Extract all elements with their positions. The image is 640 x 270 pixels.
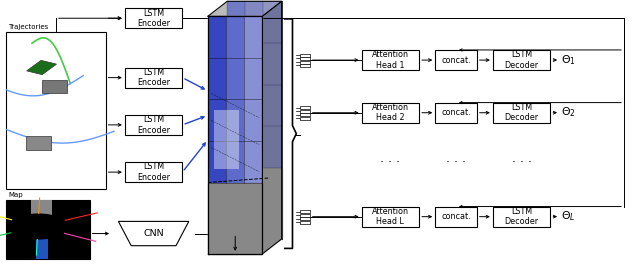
Bar: [27, 60, 56, 75]
Bar: [300, 221, 310, 224]
Text: LSTM
Encoder: LSTM Encoder: [137, 68, 170, 87]
Bar: [227, 1, 245, 168]
Bar: [300, 106, 310, 109]
Polygon shape: [262, 1, 282, 254]
Text: LSTM
Decoder: LSTM Decoder: [504, 50, 539, 70]
Bar: [300, 53, 310, 56]
Bar: [493, 103, 550, 123]
Text: $\Theta_2$: $\Theta_2$: [561, 106, 576, 120]
Text: · · ·: · · ·: [380, 156, 401, 168]
Bar: [42, 80, 67, 93]
Text: LSTM
Encoder: LSTM Encoder: [137, 9, 170, 28]
Text: concat.: concat.: [441, 108, 471, 117]
Bar: [48, 200, 90, 259]
Bar: [6, 200, 90, 259]
Text: CNN: CNN: [143, 229, 164, 238]
Bar: [435, 103, 477, 123]
Bar: [300, 214, 310, 217]
Text: · · ·: · · ·: [511, 156, 532, 168]
Bar: [435, 207, 477, 227]
Text: $\Theta_1$: $\Theta_1$: [561, 53, 576, 67]
Bar: [362, 207, 419, 227]
Polygon shape: [118, 221, 189, 246]
Bar: [7, 200, 89, 259]
Bar: [362, 103, 419, 123]
Bar: [493, 50, 550, 70]
Text: LSTM
Encoder: LSTM Encoder: [137, 115, 170, 134]
Polygon shape: [208, 183, 262, 254]
Bar: [125, 68, 182, 88]
Bar: [6, 32, 106, 189]
Text: Trajectories: Trajectories: [8, 24, 49, 30]
Bar: [31, 200, 52, 224]
Text: LSTM
Decoder: LSTM Decoder: [504, 207, 539, 226]
Text: Attention
Head 2: Attention Head 2: [372, 103, 409, 122]
Text: Attention
Head L: Attention Head L: [372, 207, 409, 226]
Bar: [300, 210, 310, 213]
Bar: [208, 16, 226, 183]
Circle shape: [7, 214, 69, 239]
Bar: [300, 117, 310, 120]
Bar: [493, 207, 550, 227]
Bar: [214, 110, 239, 169]
Bar: [245, 1, 264, 168]
Text: LSTM
Encoder: LSTM Encoder: [137, 163, 170, 182]
Bar: [300, 60, 310, 64]
Bar: [264, 1, 282, 168]
Bar: [300, 110, 310, 113]
Bar: [125, 162, 182, 182]
Bar: [300, 64, 310, 67]
Polygon shape: [208, 16, 262, 183]
Text: LSTM
Decoder: LSTM Decoder: [504, 103, 539, 122]
Bar: [7, 200, 36, 259]
Text: concat.: concat.: [441, 212, 471, 221]
Text: concat.: concat.: [441, 56, 471, 65]
Bar: [435, 50, 477, 70]
Text: $\Theta_L$: $\Theta_L$: [561, 210, 576, 224]
Bar: [125, 8, 182, 28]
Bar: [300, 57, 310, 60]
Text: Map: Map: [8, 193, 23, 198]
Polygon shape: [227, 1, 282, 168]
Bar: [362, 50, 419, 70]
Bar: [300, 217, 310, 220]
Bar: [244, 16, 262, 183]
Text: Attention
Head 1: Attention Head 1: [372, 50, 409, 70]
Bar: [125, 115, 182, 135]
Text: · · ·: · · ·: [446, 156, 467, 168]
Bar: [226, 16, 244, 183]
Polygon shape: [208, 1, 282, 16]
Polygon shape: [227, 168, 282, 239]
Bar: [26, 136, 51, 150]
Bar: [300, 113, 310, 116]
